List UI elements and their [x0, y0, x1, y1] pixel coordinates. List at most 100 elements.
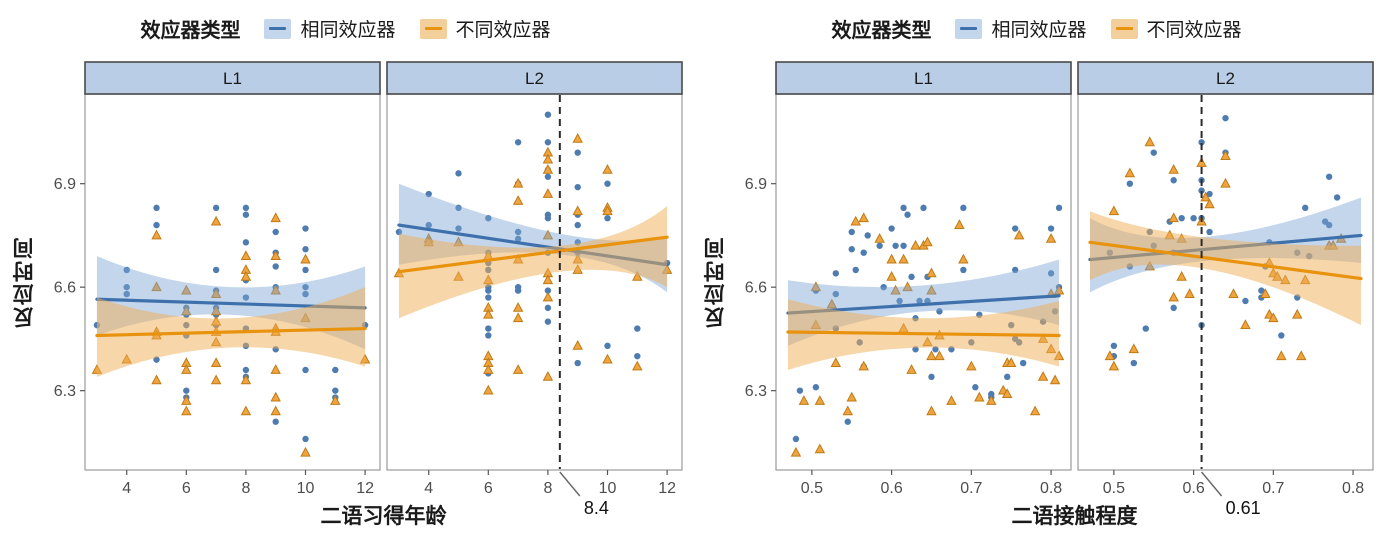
data-point-different-effector: [1196, 157, 1207, 167]
data-point-same-effector: [1170, 304, 1177, 312]
data-point-same-effector: [920, 204, 927, 212]
data-point-same-effector: [960, 204, 967, 212]
data-point-same-effector: [514, 287, 522, 294]
data-point-same-effector: [932, 346, 939, 353]
data-point-same-effector: [332, 387, 339, 394]
x-tick-label: 4: [122, 480, 131, 497]
data-point-same-effector: [1055, 204, 1063, 212]
chart-l2-acquisition-age: 效应器类型 相同效应器 不同效应器 反应时间 L1 4 6 8 10 12 8.4 L2 4 6 8…: [13, 15, 683, 528]
data-point-same-effector: [574, 183, 581, 191]
x-axis-title: 二语接触程度: [1011, 505, 1138, 528]
x-tick-label: 0.5: [801, 480, 823, 497]
data-point-different-effector: [1168, 164, 1179, 174]
data-point-different-effector: [1220, 150, 1231, 160]
x-tick-label: 8: [241, 480, 250, 497]
data-point-different-effector: [330, 395, 341, 405]
data-point-different-effector: [181, 405, 192, 416]
data-point-different-effector: [1104, 350, 1116, 361]
data-point-different-effector: [572, 339, 583, 350]
data-point-different-effector: [181, 284, 192, 295]
data-point-same-effector: [272, 263, 279, 270]
legend-key-line-icon: [269, 26, 287, 31]
legend-item-different-effector: 不同效应器: [419, 15, 551, 42]
x-tick-label: 10: [599, 480, 617, 497]
legend-title: 效应器类型: [140, 20, 241, 42]
data-point-different-effector: [1268, 312, 1279, 323]
confidence-band-same-effector: [398, 183, 668, 293]
data-point-same-effector: [908, 273, 915, 281]
data-point-same-effector: [485, 325, 492, 332]
data-point-same-effector: [1019, 359, 1027, 367]
data-point-same-effector: [634, 325, 641, 332]
data-point-different-effector: [542, 274, 554, 285]
data-point-different-effector: [954, 219, 965, 229]
data-point-same-effector: [888, 225, 895, 232]
data-point-same-effector: [272, 418, 279, 425]
data-point-different-effector: [572, 205, 583, 216]
data-point-same-effector: [183, 387, 190, 394]
data-point-same-effector: [544, 287, 552, 294]
data-point-same-effector: [544, 173, 552, 180]
data-point-different-effector: [632, 360, 643, 371]
data-point-same-effector: [123, 290, 130, 298]
data-point-different-effector: [1260, 288, 1271, 298]
data-point-different-effector: [986, 395, 997, 405]
data-point-different-effector: [240, 405, 252, 416]
data-point-same-effector: [1170, 177, 1177, 184]
data-point-same-effector: [272, 228, 279, 236]
data-point-same-effector: [852, 266, 859, 274]
data-point-same-effector: [242, 204, 250, 212]
data-point-different-effector: [632, 270, 643, 281]
data-point-different-effector: [151, 281, 162, 292]
data-point-same-effector: [153, 221, 160, 229]
regression-line-diff-effector: [1088, 240, 1363, 281]
data-point-different-effector: [512, 195, 524, 205]
data-point-same-effector: [860, 249, 867, 256]
annotation-leader-line: [1201, 471, 1223, 497]
panel-background: [85, 94, 380, 470]
data-point-different-effector: [1200, 191, 1211, 202]
data-point-same-effector: [916, 297, 923, 305]
data-point-same-effector: [544, 318, 552, 325]
data-point-same-effector: [1178, 214, 1185, 222]
data-point-different-effector: [1292, 308, 1303, 319]
data-point-same-effector: [1325, 221, 1333, 229]
data-point-different-effector: [810, 281, 822, 292]
data-point-different-effector: [1108, 360, 1120, 371]
data-point-different-effector: [1045, 233, 1057, 243]
data-point-different-effector: [512, 302, 524, 312]
data-point-same-effector: [425, 221, 432, 229]
x-tick-label: 4: [424, 480, 433, 497]
data-point-different-effector: [270, 405, 281, 416]
data-point-different-effector: [300, 253, 311, 264]
annotation-leader-line: [559, 471, 581, 497]
data-point-different-effector: [1240, 319, 1251, 330]
data-point-same-effector: [302, 225, 309, 232]
data-point-different-effector: [270, 364, 281, 374]
regression-line-diff-effector: [397, 235, 669, 274]
data-point-different-effector: [602, 164, 613, 174]
data-point-same-effector: [544, 139, 552, 146]
data-point-same-effector: [900, 204, 907, 212]
data-point-same-effector: [1206, 228, 1213, 236]
facet-strip: [775, 61, 1072, 95]
data-point-different-effector: [842, 405, 853, 416]
data-point-same-effector: [455, 170, 462, 177]
faceted-scatter-plot-exposure-degree: L1 0.5 0.6 0.7 0.8 0.61 L2 0.5 0.6 0.7 0.8 6.3 6.6 6.…: [745, 61, 1374, 518]
data-point-same-effector: [395, 228, 403, 236]
data-point-different-effector: [858, 360, 869, 371]
data-point-different-effector: [1037, 371, 1049, 381]
data-point-different-effector: [1168, 212, 1179, 223]
data-point-different-effector: [902, 281, 913, 292]
data-point-different-effector: [181, 305, 192, 316]
data-point-same-effector: [972, 384, 979, 391]
data-point-same-effector: [1190, 214, 1197, 222]
data-point-different-effector: [966, 360, 977, 371]
data-point-different-effector: [1128, 343, 1140, 354]
data-point-same-effector: [1198, 139, 1205, 146]
legend-item-different-effector: 不同效应器: [1110, 15, 1242, 42]
data-point-same-effector: [425, 190, 432, 198]
data-point-same-effector: [900, 242, 907, 249]
data-point-different-effector: [1049, 374, 1061, 385]
data-point-same-effector: [332, 366, 339, 374]
